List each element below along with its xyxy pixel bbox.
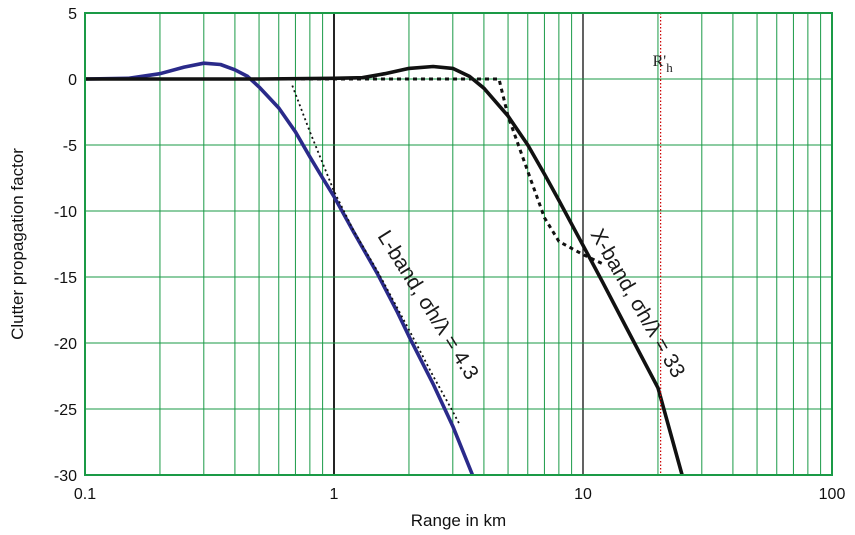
x-tick-label: 0.1 [74, 486, 96, 503]
y-tick-label: 0 [68, 72, 77, 89]
rh-marker-label: R'h [653, 53, 674, 75]
y-tick-label: -10 [54, 204, 77, 221]
y-tick-label: -5 [63, 138, 77, 155]
x-band-curve [85, 64, 684, 476]
x-band-asymptote [85, 77, 604, 266]
tick-labels: 0.1 1 10 100 5 0 -5 -10 -15 -20 -25 -30 [54, 6, 846, 503]
x-axis-title: Range in km [411, 511, 506, 530]
series-group [84, 61, 684, 476]
y-tick-label: 5 [68, 6, 77, 23]
l-band-label: L-band, σh/λ = 4.3 [373, 226, 483, 383]
y-tick-label: -25 [54, 402, 77, 419]
l-band-curve [84, 61, 475, 476]
plot-frame [84, 12, 833, 476]
y-tick-label: -20 [54, 336, 77, 353]
x-tick-label: 100 [819, 486, 846, 503]
rh-marker-subscript: h [666, 60, 673, 75]
y-tick-label: -15 [54, 270, 77, 287]
y-tick-label: -30 [54, 468, 77, 485]
annotations-group: R'h L-band, σh/λ = 4.3 X-band, σh/λ = 33 [373, 13, 690, 475]
grid-lines [84, 12, 833, 476]
x-tick-label: 10 [574, 486, 592, 503]
x-tick-label: 1 [330, 486, 339, 503]
x-band-label: X-band, σh/λ = 33 [586, 225, 690, 382]
l-band-asymptote [291, 85, 461, 426]
y-axis-title: Clutter propagation factor [8, 148, 27, 340]
